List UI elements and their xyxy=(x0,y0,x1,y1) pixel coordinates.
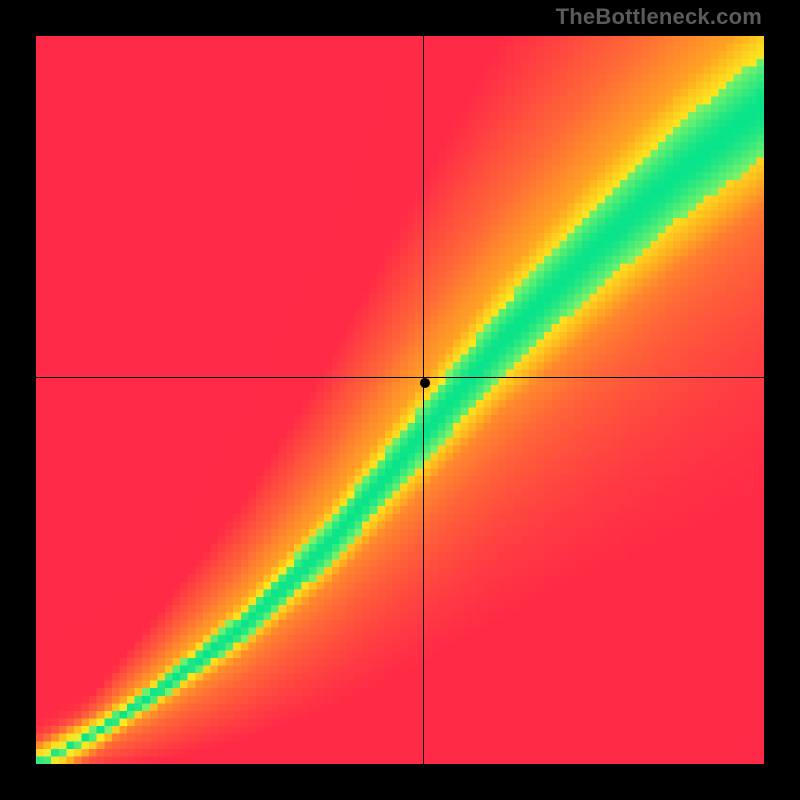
crosshair-vertical xyxy=(423,36,424,764)
crosshair-horizontal xyxy=(36,377,764,378)
plot-area xyxy=(36,36,764,764)
chart-frame: TheBottleneck.com xyxy=(0,0,800,800)
watermark-text: TheBottleneck.com xyxy=(556,4,762,30)
marker-dot xyxy=(420,378,430,388)
heatmap-canvas xyxy=(36,36,764,764)
